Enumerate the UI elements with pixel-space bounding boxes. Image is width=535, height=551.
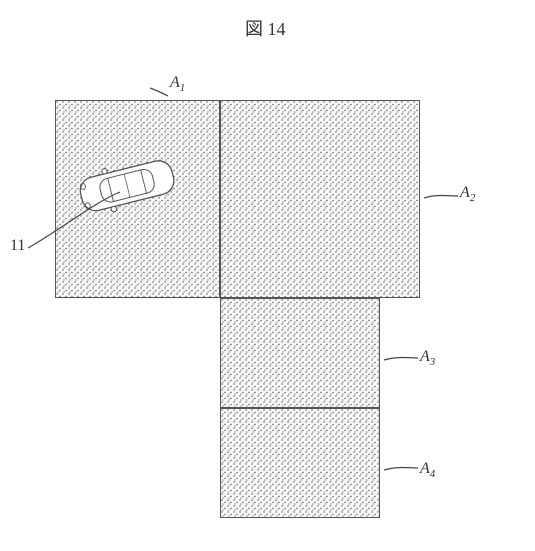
region-A4 bbox=[220, 408, 380, 518]
label-A1: A1 bbox=[170, 74, 185, 94]
label-A3: A3 bbox=[420, 348, 435, 368]
region-A3-fill bbox=[221, 299, 379, 407]
label-A2-base: A bbox=[460, 184, 470, 201]
car-icon bbox=[70, 150, 190, 220]
region-A4-fill bbox=[221, 409, 379, 517]
leader-A3 bbox=[384, 358, 418, 361]
leader-A1 bbox=[150, 88, 168, 96]
label-A2: A2 bbox=[460, 184, 475, 204]
label-A1-base: A bbox=[170, 74, 180, 91]
label-A4: A4 bbox=[420, 460, 435, 480]
region-A2 bbox=[220, 100, 420, 298]
region-A2-fill bbox=[221, 101, 419, 297]
region-A3 bbox=[220, 298, 380, 408]
label-A3-sub: 3 bbox=[430, 356, 436, 368]
label-A4-sub: 4 bbox=[430, 468, 436, 480]
label-A1-sub: 1 bbox=[180, 82, 186, 94]
label-A4-base: A bbox=[420, 460, 430, 477]
figure-title: 図 14 bbox=[245, 15, 286, 41]
label-A2-sub: 2 bbox=[470, 192, 476, 204]
leader-A4 bbox=[384, 468, 418, 471]
leader-A2 bbox=[424, 196, 458, 199]
label-11: 11 bbox=[10, 237, 25, 255]
label-A3-base: A bbox=[420, 348, 430, 365]
